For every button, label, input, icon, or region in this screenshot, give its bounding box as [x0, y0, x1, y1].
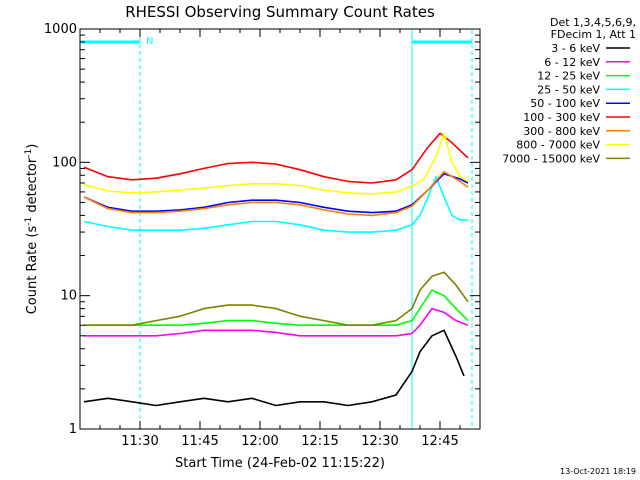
- legend-entry-label: 50 - 100 keV: [530, 97, 600, 110]
- series-line: [83, 132, 469, 184]
- x-tick-label: 11:45: [181, 434, 218, 449]
- legend-entry-label: 300 - 800 keV: [523, 125, 600, 138]
- x-tick-label: 12:00: [241, 434, 278, 449]
- x-axis-label: Start Time (24-Feb-02 11:15:22): [175, 456, 385, 471]
- x-tick-label: 12:45: [421, 434, 458, 449]
- series-line: [84, 307, 469, 337]
- series-line: [84, 271, 469, 327]
- legend-entry-label: 800 - 7000 keV: [516, 139, 600, 152]
- series-line: [83, 132, 469, 195]
- x-axis-ticks: 11:30 11:45 12:00 12:15 12:30 12:45: [79, 29, 481, 449]
- x-tick-label: 11:30: [121, 434, 158, 449]
- y-tick-label: 10: [60, 289, 77, 304]
- y-tick-label: 1000: [44, 22, 77, 37]
- y-tick-label: 100: [52, 155, 77, 170]
- legend: Det 1,3,4,5,6,9, FDecim 1, Att 1 3 - 6 k…: [502, 16, 636, 165]
- legend-entry-label: 6 - 12 keV: [544, 56, 600, 69]
- chart-title: RHESSI Observing Summary Count Rates: [125, 3, 435, 21]
- series-line: [84, 289, 469, 327]
- series-line: [83, 175, 468, 233]
- y-tick-label: 1: [69, 422, 77, 437]
- legend-entry-label: 25 - 50 keV: [537, 83, 600, 96]
- night-marker: N: [146, 36, 153, 47]
- legend-header-line: Det 1,3,4,5,6,9,: [550, 16, 636, 29]
- x-tick-label: 12:30: [361, 434, 398, 449]
- y-axis-ticks: 1 10 100 1000: [44, 22, 480, 437]
- legend-entry-label: 7000 - 15000 keV: [502, 152, 600, 165]
- legend-entry-label: 3 - 6 keV: [551, 42, 600, 55]
- series-line: [83, 329, 465, 407]
- y-axis-label: Count Rate (s-1 detector-1): [24, 144, 40, 315]
- footer-date: 13-Oct-2021 18:19: [560, 467, 636, 476]
- x-tick-label: 12:15: [301, 434, 338, 449]
- legend-entry-label: 100 - 300 keV: [523, 111, 600, 124]
- legend-entry-label: 12 - 25 keV: [537, 70, 600, 83]
- series-line: [83, 170, 469, 217]
- series-lines: [83, 132, 469, 407]
- legend-header-line: FDecim 1, Att 1: [551, 28, 636, 41]
